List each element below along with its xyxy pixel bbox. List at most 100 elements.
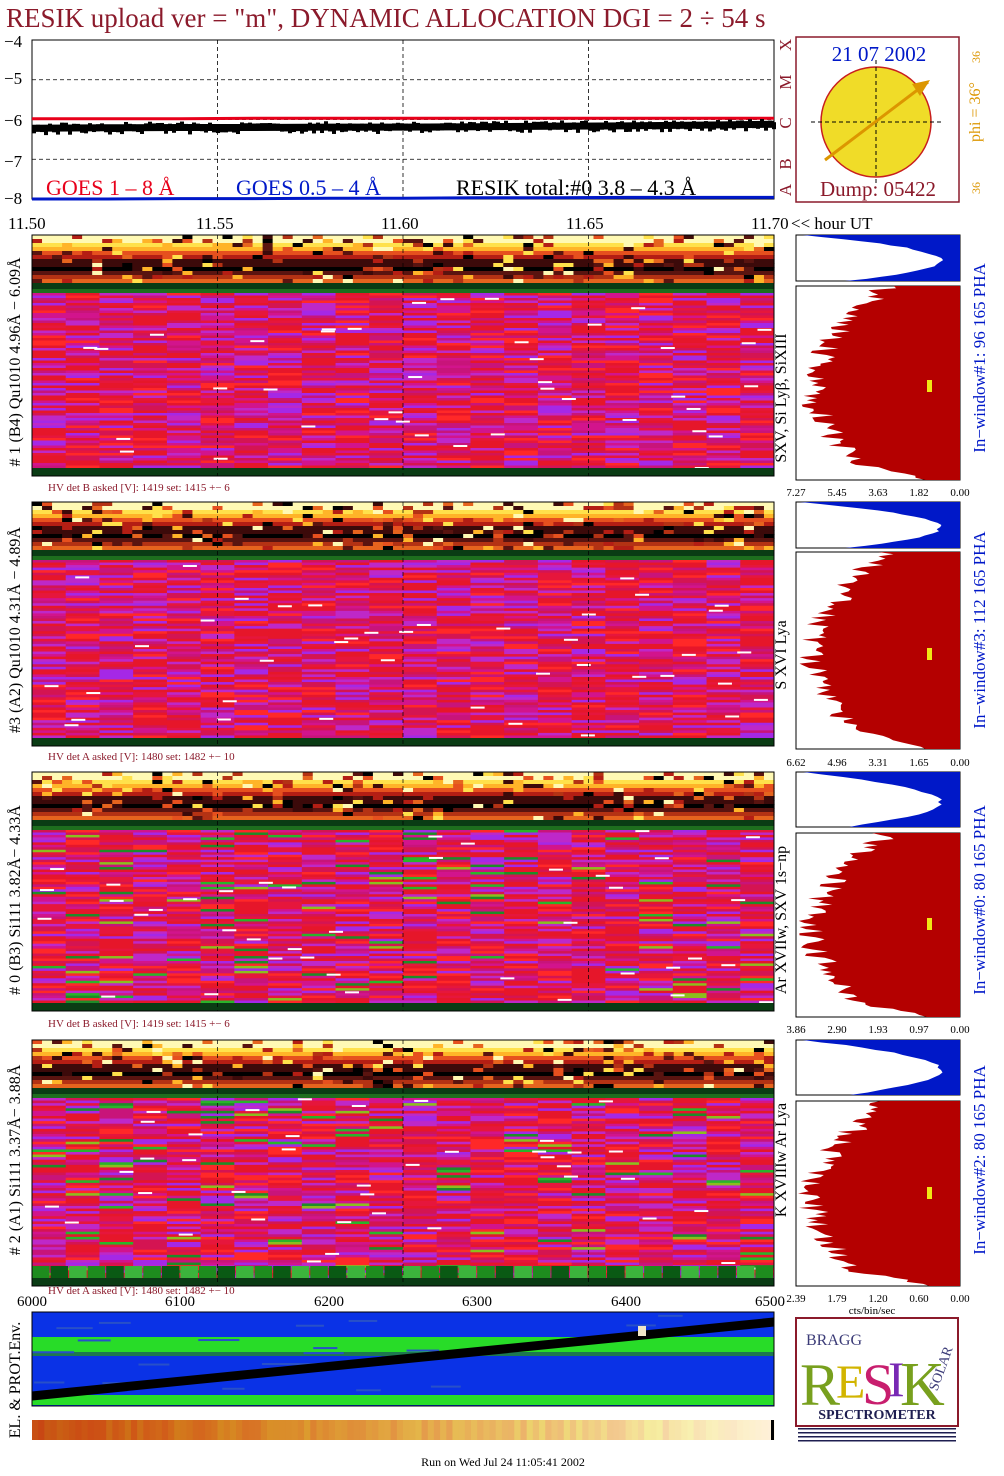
spectrum-cell	[706, 400, 741, 404]
band-cell	[92, 271, 103, 276]
spectrum-cell	[133, 460, 168, 464]
spectrum-cell	[99, 385, 134, 389]
spectrum-cell	[403, 715, 438, 719]
band-cell	[403, 530, 414, 535]
band-cell	[192, 526, 204, 531]
spectrum-cell	[537, 365, 573, 369]
band-cell	[42, 235, 53, 240]
band-cell	[503, 538, 514, 543]
spectrum-cell	[571, 666, 606, 670]
spectrum-cell	[133, 403, 168, 406]
band-cell	[342, 243, 354, 248]
spectrum-cell	[268, 358, 303, 361]
band-cell	[683, 514, 695, 519]
spectrum-cell	[470, 562, 505, 566]
spectrum-cell	[99, 293, 134, 296]
band-cell	[372, 259, 384, 264]
spectrum-cell	[504, 610, 539, 614]
band-cell	[162, 243, 173, 248]
spectrum-cell	[605, 603, 640, 607]
spectrum-cell	[639, 682, 674, 686]
spectrum-cell	[571, 631, 606, 635]
spectrum-cell	[740, 325, 775, 329]
spectrum-cell	[639, 430, 674, 434]
band-cell	[483, 530, 494, 535]
spectrum-cell	[65, 350, 100, 354]
band-cell	[483, 247, 494, 252]
band-cell	[713, 247, 725, 252]
spectrum-cell	[335, 460, 370, 464]
resik-sample	[144, 123, 148, 131]
band-cell	[653, 263, 665, 268]
spectrum-cell	[470, 335, 505, 339]
spectrum-cell	[369, 300, 404, 304]
spectrum-cell	[706, 443, 741, 446]
band-cell	[613, 522, 625, 527]
band-cell	[573, 275, 585, 280]
spectrum-cell	[672, 390, 708, 394]
band-cell	[222, 514, 234, 519]
band-cell	[292, 526, 304, 531]
band-cell	[653, 526, 665, 531]
band-cell	[262, 502, 274, 507]
spectrum-cell	[369, 674, 404, 678]
band-cell	[162, 506, 173, 511]
resik-sample	[56, 127, 60, 135]
spectrum-cell	[639, 664, 674, 668]
band-cell	[202, 522, 214, 527]
band-cell	[102, 546, 113, 551]
band-cell	[493, 542, 504, 547]
spectrum-speckle	[213, 387, 228, 390]
spectrum-cell	[133, 646, 168, 650]
spectrum-cell	[639, 320, 674, 324]
spectrum-cell	[403, 328, 438, 331]
spectrum-cell	[133, 565, 168, 569]
spectrum-cell	[335, 368, 370, 371]
band-cell	[403, 243, 414, 248]
band-cell	[643, 534, 655, 539]
band-cell	[433, 259, 444, 264]
spectrum-cell	[32, 636, 67, 640]
spectrum-cell	[369, 587, 404, 592]
spectrum-cell	[335, 308, 370, 311]
band-cell	[322, 538, 334, 543]
band-cell	[242, 243, 254, 248]
spectrum-cell	[234, 684, 269, 688]
spectrum-cell	[369, 702, 404, 706]
spectrum-cell	[504, 692, 539, 696]
band-cell	[733, 506, 745, 511]
spectrum-cell	[504, 405, 539, 409]
band-cell	[573, 267, 585, 272]
band-cell	[653, 239, 665, 244]
spectrum-cell	[470, 699, 505, 703]
spectrum-cell	[672, 613, 708, 617]
spectrum-cell	[639, 649, 674, 653]
spectrum-cell	[369, 295, 404, 299]
spectrum-cell	[740, 375, 775, 379]
spectrum-cell	[32, 699, 67, 703]
spectrum-cell	[301, 400, 337, 404]
spectrum-cell	[234, 418, 269, 421]
band-cell	[573, 522, 585, 527]
spectrum-cell	[166, 435, 202, 439]
spectrum-cell	[436, 610, 471, 614]
spectrum-cell	[403, 735, 438, 739]
spectrum-cell	[470, 440, 505, 444]
spectrum-cell	[32, 702, 67, 706]
spectrum-cell	[403, 330, 438, 334]
band-cell	[623, 534, 635, 539]
spectrum-cell	[706, 388, 741, 391]
band-cell	[483, 243, 494, 248]
spectrum-cell	[639, 433, 674, 436]
spectrum-cell	[369, 435, 404, 439]
band-cell	[423, 271, 434, 276]
spectrum-cell	[268, 393, 303, 396]
band-cell	[182, 510, 194, 515]
spectrum-cell	[605, 654, 640, 658]
band-cell	[583, 546, 595, 551]
spectrum-cell	[470, 636, 505, 640]
spectrum-cell	[571, 679, 606, 683]
band-cell	[52, 502, 63, 507]
band-cell	[543, 243, 555, 248]
spectrum-cell	[99, 433, 134, 436]
